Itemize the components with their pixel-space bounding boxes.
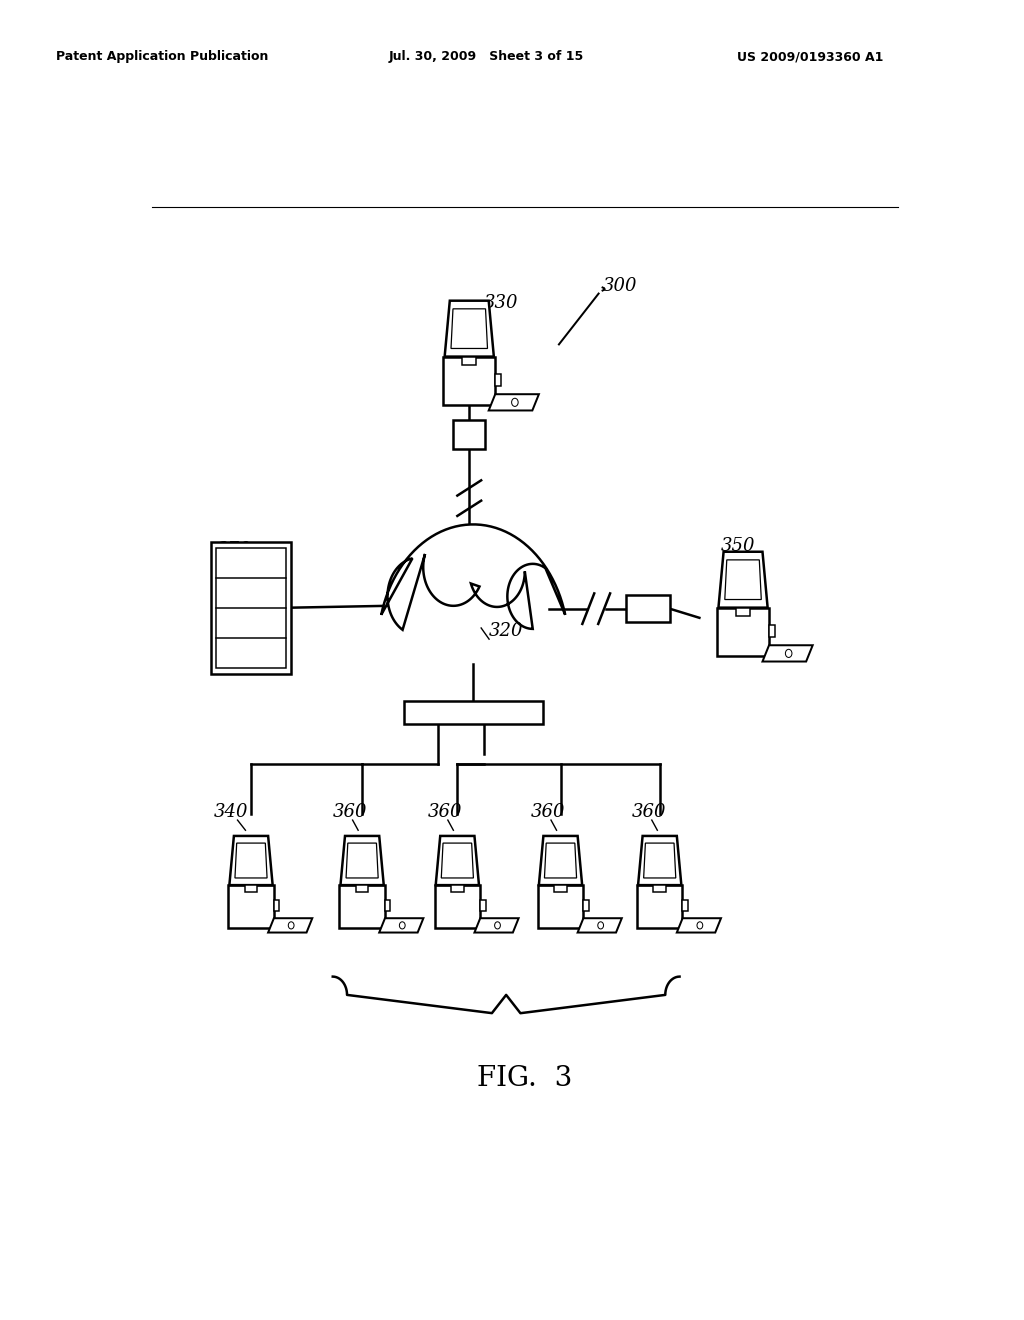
Polygon shape [379, 919, 423, 932]
FancyBboxPatch shape [717, 607, 769, 656]
FancyBboxPatch shape [385, 900, 390, 911]
Text: 360: 360 [531, 803, 565, 821]
Polygon shape [545, 843, 577, 878]
FancyBboxPatch shape [495, 374, 502, 385]
FancyBboxPatch shape [339, 886, 385, 928]
Text: 350: 350 [721, 537, 756, 554]
FancyBboxPatch shape [554, 886, 567, 892]
Polygon shape [644, 843, 676, 878]
Polygon shape [381, 524, 565, 630]
FancyBboxPatch shape [626, 595, 670, 622]
Polygon shape [474, 919, 518, 932]
Polygon shape [725, 560, 761, 599]
FancyBboxPatch shape [211, 541, 291, 673]
Polygon shape [451, 309, 487, 348]
Text: FIG.  3: FIG. 3 [477, 1065, 572, 1092]
FancyBboxPatch shape [228, 886, 273, 928]
Text: 360: 360 [428, 803, 463, 821]
Text: Jul. 30, 2009   Sheet 3 of 15: Jul. 30, 2009 Sheet 3 of 15 [389, 50, 585, 63]
Polygon shape [539, 836, 583, 886]
Polygon shape [268, 919, 312, 932]
FancyBboxPatch shape [462, 356, 476, 364]
FancyBboxPatch shape [653, 886, 666, 892]
FancyBboxPatch shape [584, 900, 589, 911]
Text: 340: 340 [214, 803, 248, 821]
FancyBboxPatch shape [451, 886, 464, 892]
FancyBboxPatch shape [637, 886, 682, 928]
Polygon shape [346, 843, 378, 878]
Polygon shape [763, 645, 813, 661]
Polygon shape [638, 836, 681, 886]
Polygon shape [578, 919, 622, 932]
Text: Patent Application Publication: Patent Application Publication [56, 50, 268, 63]
Ellipse shape [495, 921, 501, 929]
FancyBboxPatch shape [736, 607, 751, 615]
Text: 320: 320 [489, 622, 523, 640]
FancyBboxPatch shape [273, 900, 280, 911]
FancyBboxPatch shape [443, 356, 495, 405]
Text: 330: 330 [483, 294, 518, 312]
Ellipse shape [697, 921, 702, 929]
FancyBboxPatch shape [403, 701, 543, 723]
Polygon shape [444, 301, 494, 356]
FancyBboxPatch shape [480, 900, 485, 911]
Ellipse shape [512, 399, 518, 407]
FancyBboxPatch shape [216, 548, 286, 668]
Ellipse shape [598, 921, 603, 929]
FancyBboxPatch shape [682, 900, 688, 911]
Text: 370: 370 [217, 541, 251, 558]
FancyBboxPatch shape [769, 624, 775, 638]
Polygon shape [340, 836, 384, 886]
Polygon shape [488, 395, 539, 411]
Polygon shape [435, 836, 479, 886]
FancyBboxPatch shape [355, 886, 369, 892]
Ellipse shape [399, 921, 406, 929]
Text: 360: 360 [632, 803, 667, 821]
Text: 300: 300 [602, 276, 637, 294]
Polygon shape [234, 843, 267, 878]
Polygon shape [719, 552, 768, 607]
Ellipse shape [289, 921, 294, 929]
Polygon shape [677, 919, 721, 932]
FancyBboxPatch shape [538, 886, 584, 928]
FancyBboxPatch shape [245, 886, 257, 892]
Polygon shape [441, 843, 473, 878]
Text: 360: 360 [333, 803, 368, 821]
Ellipse shape [785, 649, 792, 657]
Polygon shape [229, 836, 272, 886]
Text: US 2009/0193360 A1: US 2009/0193360 A1 [737, 50, 884, 63]
FancyBboxPatch shape [454, 420, 485, 449]
FancyBboxPatch shape [434, 886, 480, 928]
